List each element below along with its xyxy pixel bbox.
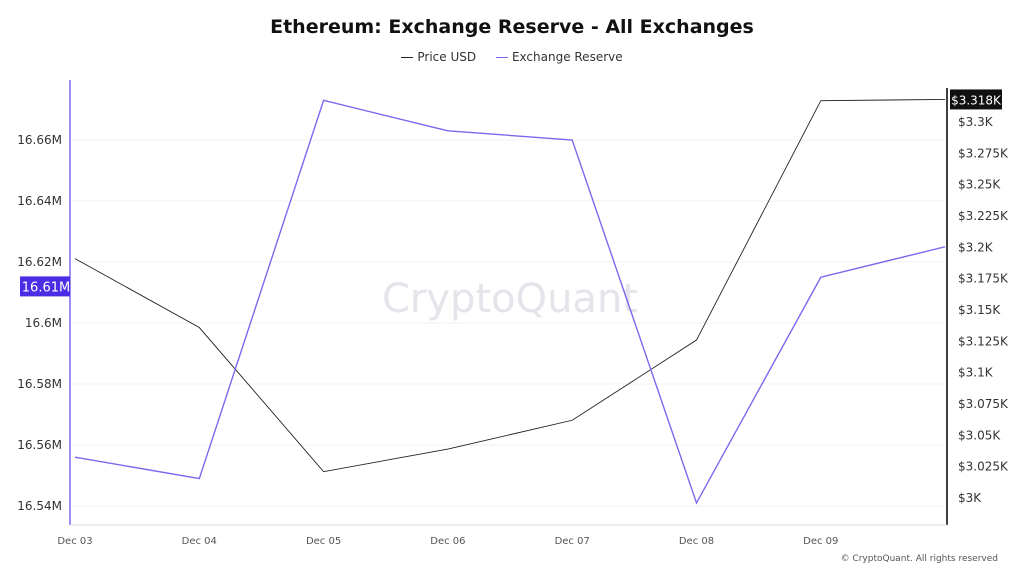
left-tick-label: 16.66M bbox=[17, 133, 62, 147]
right-tick-label: $3.05K bbox=[958, 428, 1001, 442]
legend-item-price[interactable]: Price USD bbox=[401, 50, 476, 64]
x-tick-label: Dec 08 bbox=[679, 536, 714, 547]
left-tick-label: 16.64M bbox=[17, 194, 62, 208]
left-tick-label: 16.58M bbox=[17, 377, 62, 391]
right-tick-label: $3.025K bbox=[958, 460, 1009, 474]
right-tick-label: $3K bbox=[958, 491, 982, 505]
right-current-value-label: $3.318K bbox=[951, 93, 1002, 107]
left-tick-label: 16.56M bbox=[17, 438, 62, 452]
left-tick-label: 16.62M bbox=[17, 255, 62, 269]
right-tick-label: $3.2K bbox=[958, 240, 994, 254]
right-tick-label: $3.075K bbox=[958, 397, 1009, 411]
x-tick-label: Dec 07 bbox=[555, 536, 590, 547]
x-tick-label: Dec 06 bbox=[430, 536, 465, 547]
right-tick-label: $3.175K bbox=[958, 272, 1009, 286]
series-line-price-usd bbox=[74, 98, 946, 473]
x-tick-label: Dec 04 bbox=[182, 536, 217, 547]
watermark: CryptoQuant bbox=[382, 276, 638, 322]
right-tick-label: $3.275K bbox=[958, 146, 1009, 160]
legend-item-reserve[interactable]: Exchange Reserve bbox=[495, 50, 623, 64]
right-tick-label: $3.1K bbox=[958, 366, 994, 380]
left-current-value-badge bbox=[20, 276, 70, 297]
copyright: © CryptoQuant. All rights reserved bbox=[840, 554, 998, 564]
legend-label: Price USD bbox=[417, 50, 477, 64]
right-tick-label: $3.3K bbox=[958, 115, 994, 129]
x-tick-label: Dec 05 bbox=[306, 536, 341, 547]
x-tick-label: Dec 03 bbox=[57, 536, 92, 547]
chart-title: Ethereum: Exchange Reserve - All Exchang… bbox=[270, 16, 754, 38]
legend: Price USD Exchange Reserve bbox=[0, 50, 1024, 64]
series-line-exchange-reserve bbox=[74, 99, 946, 505]
right-tick-label: $3.15K bbox=[958, 303, 1001, 317]
left-current-value-label: 16.61M bbox=[22, 280, 70, 295]
left-tick-label: 16.54M bbox=[17, 499, 62, 513]
legend-label: Exchange Reserve bbox=[511, 50, 623, 64]
left-tick-label: 16.6M bbox=[25, 316, 62, 330]
x-tick-label: Dec 09 bbox=[803, 536, 838, 547]
right-tick-label: $3.225K bbox=[958, 209, 1009, 223]
right-tick-label: $3.25K bbox=[958, 178, 1001, 192]
right-tick-label: $3.125K bbox=[958, 334, 1009, 348]
right-current-value-badge bbox=[950, 89, 1002, 110]
